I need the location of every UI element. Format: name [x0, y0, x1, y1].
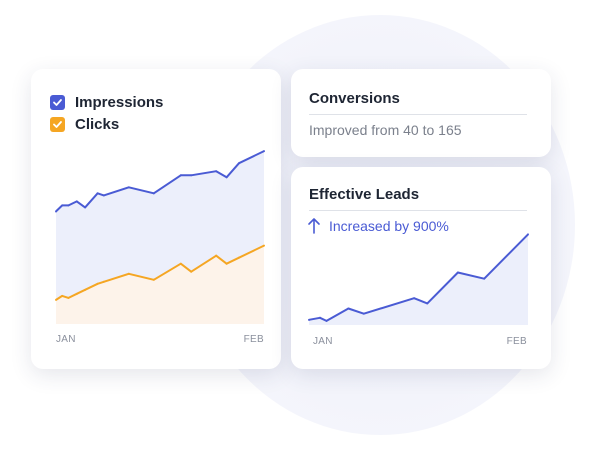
clicks-point: [102, 280, 105, 283]
clicks-point: [225, 262, 228, 265]
impressions-point: [102, 194, 105, 197]
impressions-point: [263, 150, 265, 153]
leads-point: [426, 302, 429, 305]
clicks-point: [84, 288, 87, 291]
leads-point: [308, 318, 310, 321]
impressions-point: [190, 174, 193, 177]
traffic-chart-card: JAN FEB Impressions Clicks: [31, 69, 281, 369]
clicks-point: [75, 292, 78, 295]
leads-point: [325, 319, 328, 322]
x-tick-label-start: JAN: [313, 336, 333, 347]
traffic-area-chart: JAN FEB: [55, 150, 265, 345]
legend-label: Clicks: [75, 115, 120, 133]
leads-point: [347, 307, 350, 310]
impressions-point: [152, 192, 155, 195]
leads-line: [308, 233, 529, 322]
impressions-checkbox[interactable]: [50, 94, 65, 110]
check-icon: [53, 120, 62, 128]
leads-point: [456, 271, 459, 274]
impressions-point: [96, 192, 99, 195]
impressions-point: [75, 200, 78, 203]
conversions-divider: [309, 114, 527, 115]
clicks-point: [55, 298, 57, 301]
clicks-checkbox[interactable]: [50, 116, 65, 132]
effective-leads-card: Effective Leads Increased by 900% JAN FE…: [291, 167, 551, 369]
x-tick-label-end: FEB: [244, 334, 264, 345]
clicks-point: [215, 254, 218, 257]
leads-point: [362, 312, 365, 315]
leads-point: [527, 233, 529, 236]
clicks-point: [179, 262, 182, 265]
clicks-point: [67, 296, 70, 299]
legend-label: Impressions: [75, 93, 164, 111]
chart-legend: Impressions Clicks: [50, 91, 163, 135]
impressions-point: [127, 186, 130, 189]
leads-area: [309, 234, 528, 325]
leads-divider: [309, 210, 527, 211]
clicks-area: [56, 245, 264, 324]
conversions-text: Improved from 40 to 165: [309, 122, 462, 138]
clicks-point: [61, 294, 64, 297]
arrow-up-icon: [308, 218, 320, 234]
clicks-point: [238, 256, 241, 259]
leads-title: Effective Leads: [309, 186, 420, 203]
leads-area-chart: JAN FEB: [308, 233, 529, 347]
impressions-point: [61, 204, 64, 207]
impressions-point: [225, 176, 228, 179]
leads-point: [413, 297, 416, 300]
check-icon: [53, 98, 62, 106]
clicks-point: [152, 278, 155, 281]
clicks-point: [263, 244, 265, 247]
clicks-point: [190, 270, 193, 273]
impressions-point: [215, 170, 218, 173]
legend-item-clicks[interactable]: Clicks: [50, 113, 163, 135]
impressions-point: [179, 174, 182, 177]
x-tick-label-end: FEB: [507, 336, 527, 347]
leads-stat: Increased by 900%: [307, 217, 449, 235]
clicks-point: [96, 282, 99, 285]
legend-item-impressions[interactable]: Impressions: [50, 91, 163, 113]
leads-stat-text: Increased by 900%: [329, 218, 449, 234]
impressions-point: [84, 206, 87, 209]
conversions-card: Conversions Improved from 40 to 165: [291, 69, 551, 157]
leads-point: [318, 316, 321, 319]
impressions-point: [238, 162, 241, 165]
clicks-point: [127, 272, 130, 275]
conversions-title: Conversions: [309, 90, 400, 107]
impressions-point: [67, 204, 70, 207]
impressions-point: [55, 210, 57, 213]
leads-point: [483, 277, 486, 280]
x-tick-label-start: JAN: [56, 334, 76, 345]
